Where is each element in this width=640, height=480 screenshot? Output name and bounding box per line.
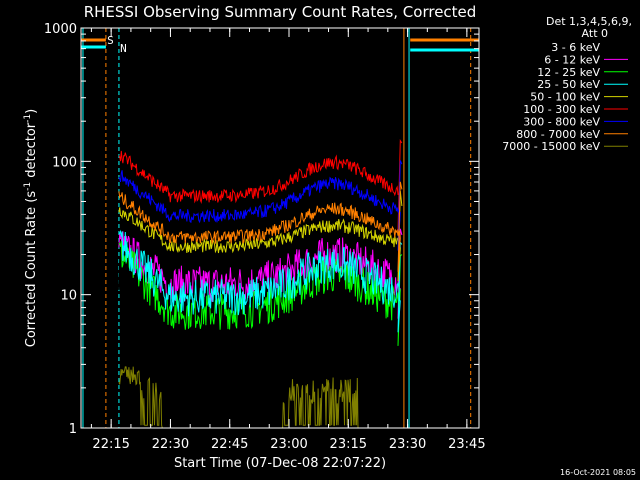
series-line-5: [118, 191, 403, 282]
y-axis-label: Corrected Count Rate (s-1 detector-1): [23, 109, 39, 347]
legend-label-9: 7000 - 15000 keV: [502, 140, 600, 153]
legend-label-1: 3 - 6 keV: [551, 41, 600, 54]
chart-title: RHESSI Observing Summary Count Rates, Co…: [84, 3, 477, 21]
x-tick-label: 23:45: [448, 437, 485, 452]
series-line-8: [118, 181, 403, 272]
timestamp: 16-Oct-2021 08:05: [560, 468, 636, 477]
legend-label-2: 6 - 12 keV: [544, 53, 600, 66]
series-line-6: [118, 139, 403, 231]
legend-label-3: 12 - 25 keV: [537, 66, 600, 79]
x-tick-label: 23:15: [330, 437, 367, 452]
legend-label-4: 25 - 50 keV: [537, 78, 600, 91]
flag-s-label: S: [107, 34, 114, 47]
x-tick-label: 23:00: [270, 437, 307, 452]
x-axis-label: Start Time (07-Dec-08 22:07:22): [174, 456, 386, 471]
x-tick-label: 22:15: [92, 437, 129, 452]
y-axis: 1 10 100 1000: [44, 22, 479, 437]
flag-n-label: N: [120, 42, 127, 55]
legend-label-8: 800 - 7000 keV: [516, 128, 600, 141]
legend-label-6: 100 - 300 keV: [523, 103, 600, 116]
y-tick-label: 1: [69, 422, 77, 437]
y-tick-label: 100: [52, 155, 77, 170]
x-tick-label: 22:45: [211, 437, 248, 452]
y-tick-label: 1000: [44, 22, 77, 37]
plot-frame: [80, 27, 480, 429]
plot-traces: SN: [81, 28, 479, 428]
legend-label-7: 300 - 800 keV: [523, 115, 600, 128]
series-line-9: [118, 366, 401, 428]
legend-header-line1: Det 1,3,4,5,6,9,: [546, 15, 632, 28]
x-tick-label: 23:30: [389, 437, 426, 452]
series-line-7: [118, 160, 403, 251]
legend-label-5: 50 - 100 keV: [530, 91, 600, 104]
y-tick-label: 10: [60, 289, 77, 304]
legend-header-line2: Att 0: [582, 27, 608, 40]
series-line-4: [118, 229, 403, 333]
x-tick-label: 22:30: [152, 437, 189, 452]
x-axis: 22:15 22:30 22:45 23:00 23:15 23:30 23:45: [90, 28, 486, 452]
